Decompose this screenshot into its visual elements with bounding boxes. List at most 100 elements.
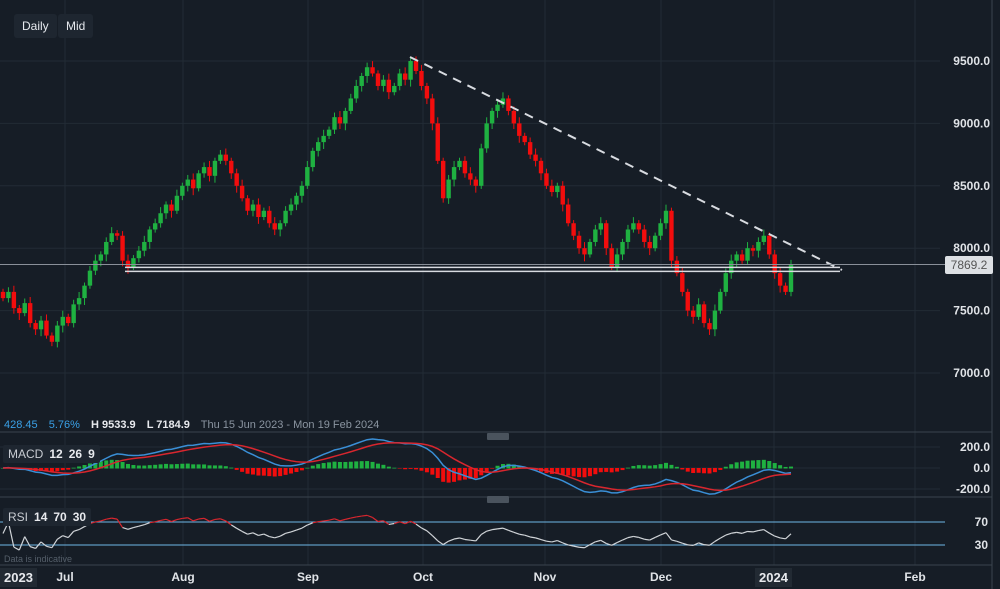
change-percent: 5.76% bbox=[48, 419, 80, 431]
candle-body bbox=[250, 204, 256, 211]
rsi-line-segment bbox=[182, 517, 188, 520]
macd-histogram-bar bbox=[153, 464, 158, 469]
macd-histogram-bar bbox=[212, 465, 217, 469]
macd-histogram-bar bbox=[202, 464, 207, 469]
macd-histogram-bar bbox=[305, 467, 310, 469]
candle-body bbox=[114, 233, 120, 236]
rsi-line-segment bbox=[486, 529, 493, 532]
rsi-line-segment bbox=[106, 517, 112, 520]
macd-histogram-bar bbox=[490, 468, 495, 469]
rsi-line-segment bbox=[649, 536, 656, 541]
candle-body bbox=[658, 223, 663, 236]
rsi-lower: 30 bbox=[72, 510, 87, 524]
panel-resize-handle[interactable] bbox=[487, 433, 509, 440]
rsi-line-segment bbox=[589, 541, 596, 546]
rsi-line-segment bbox=[377, 520, 384, 523]
macd-histogram-bar bbox=[517, 465, 522, 469]
rsi-line-segment bbox=[480, 530, 487, 536]
rsi-line-segment bbox=[611, 542, 618, 546]
candle-body bbox=[430, 98, 435, 124]
candle-body bbox=[120, 235, 125, 261]
rsi-line-segment bbox=[725, 532, 732, 536]
macd-histogram-bar bbox=[120, 462, 125, 469]
x-tick-label: Jul bbox=[56, 570, 73, 584]
macd-tick-label: 0.0 bbox=[973, 461, 990, 475]
macd-slow: 26 bbox=[68, 447, 83, 461]
rsi-line-segment bbox=[388, 522, 395, 526]
candle-body bbox=[337, 117, 343, 124]
candle-body bbox=[104, 241, 109, 255]
rsi-line-segment bbox=[530, 536, 536, 539]
candle-body bbox=[22, 303, 27, 314]
macd-histogram-bar bbox=[82, 465, 87, 469]
rsi-line-segment bbox=[176, 517, 183, 521]
rsi-line-segment bbox=[247, 532, 254, 535]
candle-body bbox=[229, 160, 234, 174]
mid-button[interactable]: Mid bbox=[58, 14, 94, 38]
macd-histogram-bar bbox=[223, 466, 228, 469]
rsi-line-segment bbox=[768, 532, 775, 537]
rsi-line-segment bbox=[568, 544, 574, 547]
macd-histogram-bar bbox=[452, 468, 457, 482]
macd-histogram-bar bbox=[44, 468, 49, 472]
candle-body bbox=[185, 179, 190, 186]
macd-histogram-bar bbox=[767, 461, 772, 469]
rsi-period: 14 bbox=[34, 510, 48, 524]
candle-body bbox=[533, 154, 538, 161]
rsi-line-segment bbox=[415, 523, 422, 529]
y-tick-label: 8500.0 bbox=[953, 179, 990, 193]
macd-histogram-bar bbox=[174, 464, 179, 469]
candle-body bbox=[11, 291, 17, 309]
rsi-line-segment bbox=[584, 544, 591, 549]
macd-histogram-bar bbox=[691, 468, 696, 474]
rsi-line-segment bbox=[524, 534, 531, 538]
macd-histogram-bar bbox=[147, 465, 152, 469]
macd-histogram-bar bbox=[310, 465, 315, 469]
disclaimer: Data is indicative bbox=[4, 554, 73, 564]
last-price-tag: 7869.2 bbox=[945, 256, 993, 274]
candle-body bbox=[180, 185, 185, 196]
candle-body bbox=[332, 117, 337, 130]
daily-button[interactable]: Daily bbox=[14, 14, 57, 38]
rsi-line-segment bbox=[279, 532, 286, 537]
macd-histogram-bar bbox=[196, 464, 201, 469]
macd-histogram-bar bbox=[745, 460, 750, 469]
candle-body bbox=[435, 123, 440, 161]
candle-body bbox=[402, 73, 408, 80]
candle-body bbox=[631, 223, 636, 230]
rsi-line-segment bbox=[350, 516, 357, 519]
candle-body bbox=[33, 323, 38, 330]
macd-histogram-bar bbox=[272, 468, 277, 477]
macd-histogram-bar bbox=[386, 466, 391, 469]
rsi-line-segment bbox=[470, 539, 476, 542]
info-bar: 428.45 5.76% H 9533.9 L 7184.9 Thu 15 Ju… bbox=[4, 419, 387, 431]
rsi-line-segment bbox=[263, 533, 270, 538]
trend-line bbox=[409, 56, 843, 271]
macd-histogram-bar bbox=[468, 468, 473, 479]
rsi-line-segment bbox=[122, 527, 129, 530]
panel-resize-handle[interactable] bbox=[487, 496, 509, 503]
candle-body bbox=[685, 291, 690, 311]
candle-body bbox=[522, 135, 527, 143]
macd-histogram-bar bbox=[566, 468, 571, 476]
macd-histogram-bar bbox=[718, 468, 723, 470]
rsi-line-segment bbox=[459, 537, 466, 541]
candle-body bbox=[527, 142, 533, 155]
macd-histogram-bar bbox=[674, 466, 679, 469]
rsi-line-segment bbox=[149, 521, 156, 524]
candle-body bbox=[370, 67, 375, 74]
macd-histogram-bar bbox=[370, 461, 375, 469]
x-tick-label: Oct bbox=[413, 570, 433, 584]
macd-signal: 9 bbox=[88, 447, 95, 461]
rsi-line-segment bbox=[171, 519, 178, 523]
rsi-line-segment bbox=[18, 536, 26, 551]
rsi-line-segment bbox=[301, 524, 308, 529]
rsi-line-segment bbox=[709, 540, 716, 546]
rsi-line-segment bbox=[502, 527, 509, 531]
rsi-line-segment bbox=[241, 530, 248, 535]
rsi-line-segment bbox=[356, 515, 362, 518]
candle-body bbox=[245, 198, 250, 211]
macd-histogram-bar bbox=[164, 463, 169, 469]
rsi-line-segment bbox=[95, 520, 101, 523]
